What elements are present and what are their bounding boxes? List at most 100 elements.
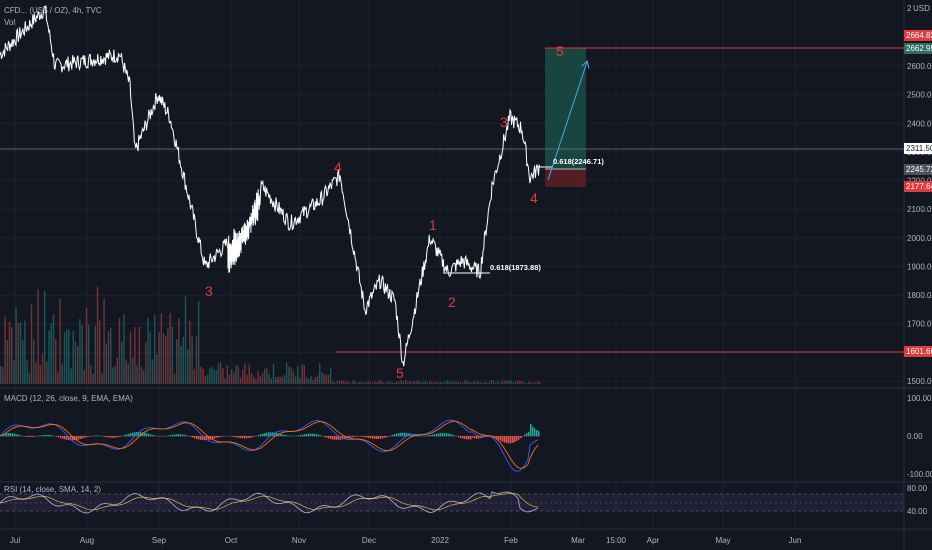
macd-hist-bar: [448, 433, 450, 437]
macd-hist-bar: [312, 433, 314, 437]
macd-hist-bar: [318, 434, 320, 437]
macd-hist-bar: [20, 435, 22, 437]
volume-bar: [534, 382, 536, 384]
rsi-band: [0, 494, 904, 511]
volume-bar: [477, 381, 479, 384]
volume-bar: [125, 359, 127, 384]
macd-hist-bar: [452, 434, 454, 437]
rsi-tick-label: 40.00: [907, 507, 928, 516]
macd-hist-bar: [424, 435, 426, 437]
volume-bar: [147, 317, 149, 384]
macd-hist-bar: [364, 436, 366, 438]
macd-hist-bar: [194, 436, 196, 439]
volume-bar: [138, 326, 140, 384]
volume-bar: [266, 368, 268, 384]
volume-bar: [127, 363, 129, 384]
profit-zone[interactable]: [545, 48, 586, 169]
volume-bar: [347, 381, 349, 384]
macd-hist-bar: [108, 436, 110, 438]
macd-hist-bar: [118, 436, 120, 438]
macd-hist-bar: [500, 436, 502, 441]
volume-bar: [378, 380, 380, 384]
macd-hist-bar: [6, 433, 8, 437]
volume-bar: [13, 360, 15, 384]
volume-bar: [189, 320, 191, 384]
volume-bar: [66, 329, 68, 384]
volume-bar: [382, 382, 385, 384]
macd-hist-bar: [134, 432, 136, 437]
fib-lower-label: 0.618(1873.88): [490, 263, 541, 272]
volume-bar: [92, 373, 94, 384]
macd-tick-label: -100.00: [907, 470, 932, 479]
volume-bar: [59, 298, 61, 384]
volume-bar: [6, 339, 8, 384]
macd-hist-bar: [498, 436, 500, 440]
macd-signal-line: [0, 420, 539, 469]
volume-bar: [499, 382, 501, 384]
price-tag-2311-text: 2311.50: [906, 144, 932, 153]
macd-hist-bar: [510, 436, 512, 444]
macd-hist-bar: [146, 433, 148, 437]
macd-hist-bar: [400, 432, 402, 437]
macd-hist-bar: [154, 435, 156, 437]
macd-hist-bar: [532, 426, 534, 437]
volume-bar: [343, 380, 345, 384]
volume-bar: [495, 382, 497, 384]
volume-bar: [387, 381, 389, 384]
macd-hist-bar: [278, 433, 280, 437]
volume-bar: [250, 373, 253, 384]
macd-hist-bar: [126, 434, 128, 437]
macd-hist-bar: [460, 436, 462, 438]
volume-bar: [145, 342, 147, 384]
volume-bar: [305, 376, 308, 384]
macd-hist-bar: [24, 436, 26, 437]
time-tick-label: Jul: [10, 536, 20, 545]
macd-hist-bar: [538, 431, 540, 437]
volume-bar: [198, 301, 200, 384]
macd-hist-bar: [122, 435, 124, 437]
macd-hist-bar: [434, 434, 436, 437]
macd-hist-bar: [348, 436, 350, 438]
volume-bar: [422, 381, 424, 384]
macd-hist-bar: [64, 436, 66, 440]
macd-hist-bar: [232, 436, 234, 437]
macd-hist-bar: [288, 435, 290, 437]
macd-hist-bar: [48, 434, 50, 437]
volume-bar: [244, 363, 246, 384]
volume-bar: [299, 378, 301, 384]
volume-bar: [257, 370, 259, 384]
macd-hist-bar: [176, 434, 178, 437]
price-tag-last: 2245.72: [904, 164, 932, 175]
time-tick-label: Oct: [225, 536, 238, 545]
macd-hist-bar: [324, 436, 326, 438]
volume-bar: [415, 381, 418, 384]
volume-bar: [303, 364, 305, 384]
volume-bar: [431, 381, 433, 384]
volume-bar: [134, 327, 136, 384]
macd-hist-bar: [46, 434, 48, 437]
macd-hist-bar: [222, 436, 224, 437]
macd-hist-bar: [68, 436, 70, 441]
volume-bar: [283, 374, 286, 384]
macd-hist-bar: [320, 435, 322, 437]
macd-hist-bar: [518, 436, 520, 440]
volume-bar: [385, 382, 387, 384]
volume-bar: [356, 382, 358, 384]
volume-bar: [187, 349, 189, 384]
volume-bar: [79, 318, 81, 384]
volume-bar: [167, 327, 169, 384]
stop-zone[interactable]: [545, 169, 586, 187]
volume-bar: [492, 380, 495, 384]
volume-bar: [173, 373, 176, 384]
macd-hist-bar: [298, 435, 300, 437]
macd-hist-bar: [38, 435, 40, 437]
volume-bar: [17, 323, 19, 384]
macd-hist-bar: [18, 434, 20, 437]
macd-hist-bar: [130, 433, 132, 437]
macd-hist-bar: [398, 433, 400, 437]
volume-bar: [74, 341, 77, 384]
volume-bar: [457, 381, 459, 384]
time-tick-label: Nov: [292, 536, 306, 545]
macd-hist-bar: [106, 436, 108, 438]
volume-bar: [151, 359, 154, 384]
